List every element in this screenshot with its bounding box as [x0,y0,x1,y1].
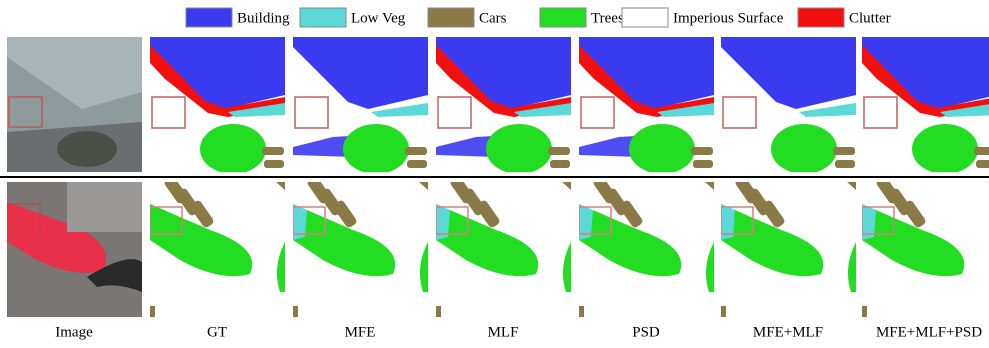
legend-label: Imperious Surface [673,10,784,26]
column-label: PSD [632,324,660,340]
legend-label: Cars [479,10,507,26]
panel [862,175,989,317]
panel [579,37,714,174]
legend-swatch [540,8,586,27]
panel-content [862,175,989,317]
panel-content [150,175,285,317]
panel-content [293,175,428,317]
car-edge [419,182,428,190]
car [264,160,284,168]
trees [771,124,837,174]
car-edge [562,182,571,190]
car [550,160,570,168]
trees-edge [277,242,285,292]
car [693,160,713,168]
car [407,160,427,168]
car [974,147,989,155]
focus-box [152,97,185,128]
focus-box [295,97,328,128]
photo-lot [67,182,142,232]
car [262,147,284,155]
panel-content [150,37,285,174]
legend-label: Trees [591,10,624,26]
legend-label: Clutter [849,10,891,26]
panel [436,175,571,317]
car [833,147,855,155]
building [293,37,428,109]
trees [912,124,978,174]
car [976,160,989,168]
column-label: MFE+MLF+PSD [876,324,982,340]
car-edge [847,182,856,190]
panel [293,175,428,317]
legend-swatch [186,8,232,27]
column-label: MFE+MLF [753,324,823,340]
focus-box [438,97,471,128]
trees-edge [420,242,428,292]
panel [150,37,285,174]
car-edge [150,306,155,317]
trees-edge [848,242,856,292]
panel-content [7,37,142,172]
car-edge [276,182,285,190]
panel-content [579,37,714,174]
panel [721,175,856,317]
car-edge [436,306,441,317]
car-edge [721,306,726,317]
panel-content [862,37,989,174]
column-label: Image [55,324,93,340]
trees-edge [706,242,714,292]
panel-content [293,37,428,174]
car [548,147,570,155]
panel [721,37,856,174]
panel-content [579,175,714,317]
panel-content [721,175,856,317]
panel-content [436,37,571,174]
trees-edge [563,242,571,292]
page: Building Low Veg Cars Trees Imperious Surfac… [0,0,989,348]
focus-box [581,97,614,128]
car-edge [293,306,298,317]
column-label: GT [207,324,227,340]
car [835,160,855,168]
panel [436,37,571,174]
photo-tree [57,131,117,167]
trees [486,124,552,174]
panel [7,37,142,172]
focus-box [864,97,897,128]
building [721,37,856,109]
column-label: MFE [345,324,376,340]
legend-label: Building [237,10,290,26]
car [405,147,427,155]
panel-content [721,37,856,174]
focus-box [723,97,756,128]
car [691,147,713,155]
figure: Building Low Veg Cars Trees Imperious Surfac… [0,0,989,343]
car-edge [705,182,714,190]
legend-label: Low Veg [351,10,406,26]
column-label: MLF [488,324,519,340]
panel [150,175,285,317]
trees [629,124,695,174]
legend-swatch [622,8,668,27]
panel [862,37,989,174]
trees [200,124,266,174]
panel [579,175,714,317]
legend-swatch [428,8,474,27]
panel [7,182,142,317]
panel-content [7,182,142,317]
panel [293,37,428,174]
car-edge [862,306,867,317]
legend-swatch [300,8,346,27]
car-edge [579,306,584,317]
trees [343,124,409,174]
legend-swatch [798,8,844,27]
panel-content [436,175,571,317]
